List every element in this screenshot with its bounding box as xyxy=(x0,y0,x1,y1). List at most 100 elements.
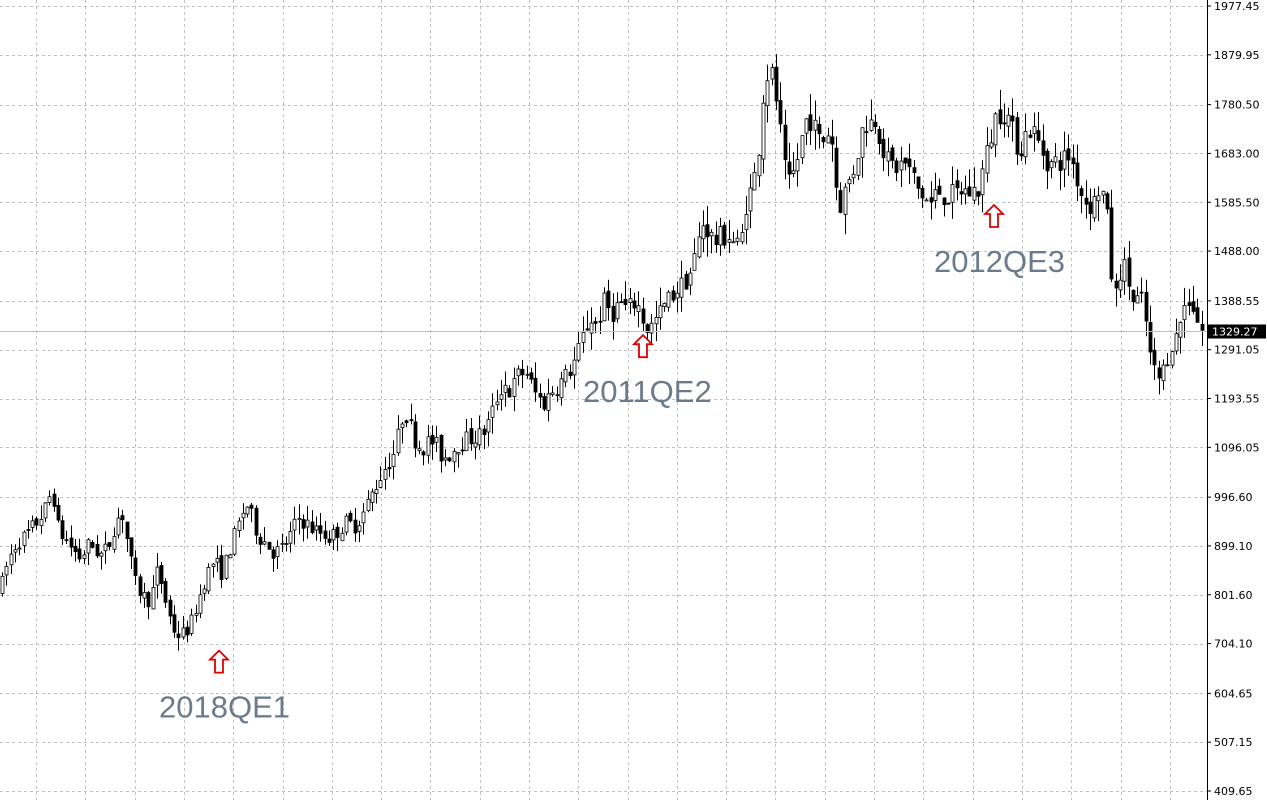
candle-body-up xyxy=(503,384,508,393)
current-price-label-bg xyxy=(1208,324,1266,339)
candle-body-up xyxy=(851,173,856,179)
candle-body-down xyxy=(1127,257,1132,287)
candle-body-up xyxy=(709,231,714,237)
axis-tick-label: 1879.95 xyxy=(1214,49,1260,62)
axis-tick-label: 1096.05 xyxy=(1214,441,1260,454)
candle-body-down xyxy=(120,515,125,521)
candle-body-down xyxy=(159,565,164,584)
candle-body-up xyxy=(181,627,186,638)
candle-body-down xyxy=(520,368,525,376)
candle-body-down xyxy=(1195,307,1200,323)
candle-body-down xyxy=(916,176,921,189)
candle-body-up xyxy=(813,119,818,131)
candle-body-up xyxy=(378,480,383,488)
candle-body-down xyxy=(611,305,616,322)
price-axis: 1977.45 1879.95 1780.50 1683.00 1585.50 1488.… xyxy=(1207,0,1260,800)
candle-body-up xyxy=(13,549,18,553)
candle-body-down xyxy=(1041,140,1046,156)
candle-body-up xyxy=(245,506,250,515)
candle-body-up xyxy=(1170,351,1175,366)
price-axis-labels: 1977.45 1879.95 1780.50 1683.00 1585.50 1488.… xyxy=(1207,0,1260,798)
candle-body-up xyxy=(666,291,671,308)
candle-body-up xyxy=(856,158,861,176)
current-price-label: 1329.27 xyxy=(1208,324,1266,339)
candle-body-down xyxy=(335,526,340,538)
candle-body-down xyxy=(219,555,224,580)
candle-body-down xyxy=(529,372,534,380)
candle-body-down xyxy=(129,537,134,557)
candle-body-down xyxy=(1084,197,1089,205)
candle-body-down xyxy=(1010,115,1015,122)
candle-body-down xyxy=(606,290,611,309)
candle-body-up xyxy=(275,546,280,558)
candle-body-up xyxy=(843,186,848,215)
candle-body-up xyxy=(1182,305,1187,321)
candle-body-up xyxy=(1101,190,1106,196)
candle-body-up xyxy=(628,298,633,304)
candle-body-up xyxy=(297,518,302,521)
candle-body-down xyxy=(327,538,332,543)
candle-body-down xyxy=(778,100,783,125)
candle-body-down xyxy=(1114,280,1119,289)
candle-body-down xyxy=(838,190,843,213)
candle-body-down xyxy=(1200,323,1205,331)
candle-body-down xyxy=(1157,367,1162,379)
candle-body-down xyxy=(56,504,61,521)
candle-body-up xyxy=(662,302,667,307)
candle-body-up xyxy=(292,518,297,531)
axis-tick-label: 1585.50 xyxy=(1214,196,1260,209)
candle-body-down xyxy=(907,158,912,168)
candle-body-down xyxy=(1058,160,1063,171)
candle-body-down xyxy=(430,434,435,445)
candle-body-up xyxy=(727,239,732,243)
candle-body-down xyxy=(323,530,328,539)
candle-body-down xyxy=(821,137,826,143)
candle-body-down xyxy=(318,525,323,534)
candle-body-up xyxy=(748,187,753,212)
candle-body-down xyxy=(830,136,835,145)
candle-body-down xyxy=(808,114,813,131)
candle-body-up xyxy=(486,419,491,433)
candle-body-up xyxy=(400,423,405,429)
candle-body-down xyxy=(146,592,151,608)
candle-body-down xyxy=(774,66,779,102)
candle-body-up xyxy=(525,373,530,376)
candle-body-up xyxy=(357,525,362,532)
candle-body-up xyxy=(989,142,994,148)
candle-body-up xyxy=(688,272,693,286)
axis-tick-label: 1388.55 xyxy=(1214,295,1260,308)
candle-body-up xyxy=(744,213,749,230)
up-arrow-icon xyxy=(207,649,231,674)
candle-body-up xyxy=(194,613,199,616)
candle-body-down xyxy=(1191,301,1196,312)
chart-grid xyxy=(0,0,1207,800)
candle-body-down xyxy=(920,188,925,199)
candle-body-up xyxy=(1062,150,1067,170)
candle-body-up xyxy=(1032,126,1037,134)
candle-body-up xyxy=(692,253,697,271)
candle-body-up xyxy=(396,428,401,454)
candle-body-up xyxy=(39,519,44,527)
candle-body-up xyxy=(886,151,891,162)
candle-body-down xyxy=(881,138,886,159)
candle-body-up xyxy=(559,378,564,399)
candle-body-up xyxy=(679,277,684,298)
candle-body-up xyxy=(215,558,220,563)
candle-body-up xyxy=(284,543,289,545)
candle-body-down xyxy=(1002,122,1007,125)
candle-body-down xyxy=(538,393,543,398)
candle-body-up xyxy=(495,401,500,406)
candle-body-up xyxy=(456,452,461,455)
candle-body-down xyxy=(894,160,899,173)
candle-body-down xyxy=(254,507,259,536)
candle-body-up xyxy=(740,232,745,243)
candle-body-up xyxy=(426,436,431,456)
candle-body-up xyxy=(1135,295,1140,304)
candle-body-up xyxy=(718,226,723,246)
candle-body-up xyxy=(391,453,396,468)
candle-body-up xyxy=(752,171,757,191)
candle-body-down xyxy=(258,536,263,545)
candle-body-up xyxy=(22,531,27,546)
axis-tick-label: 704.10 xyxy=(1214,638,1253,651)
candle-body-down xyxy=(533,377,538,393)
